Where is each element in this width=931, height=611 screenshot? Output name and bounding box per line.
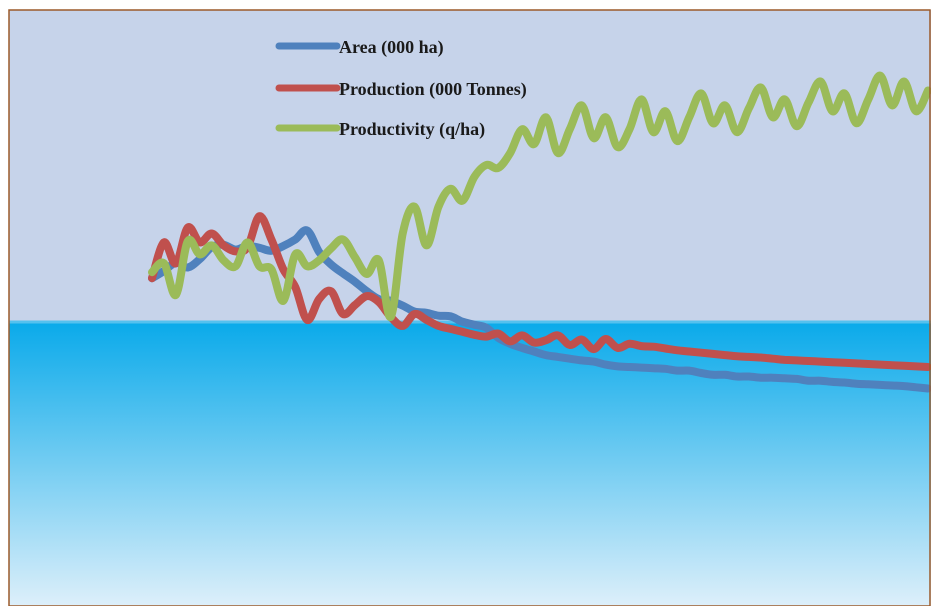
legend-label-area: Area (000 ha): [339, 37, 444, 58]
legend-entry-productivity: Productivity (q/ha): [275, 119, 485, 140]
series-line-productivity: [148, 71, 931, 321]
legend-entry-production: Production (000 Tonnes): [275, 79, 527, 100]
series-line-area: [148, 226, 931, 393]
series-layer: [148, 71, 931, 393]
legend-label-productivity: Productivity (q/ha): [339, 119, 485, 140]
legend: Area (000 ha) Production (000 Tonnes) Pr…: [275, 37, 527, 140]
plot-background-lower: [9, 322, 931, 606]
legend-entry-area: Area (000 ha): [275, 37, 444, 58]
series-line-production: [148, 212, 931, 371]
legend-label-production: Production (000 Tonnes): [339, 79, 527, 100]
plot-background-upper: [9, 10, 931, 322]
